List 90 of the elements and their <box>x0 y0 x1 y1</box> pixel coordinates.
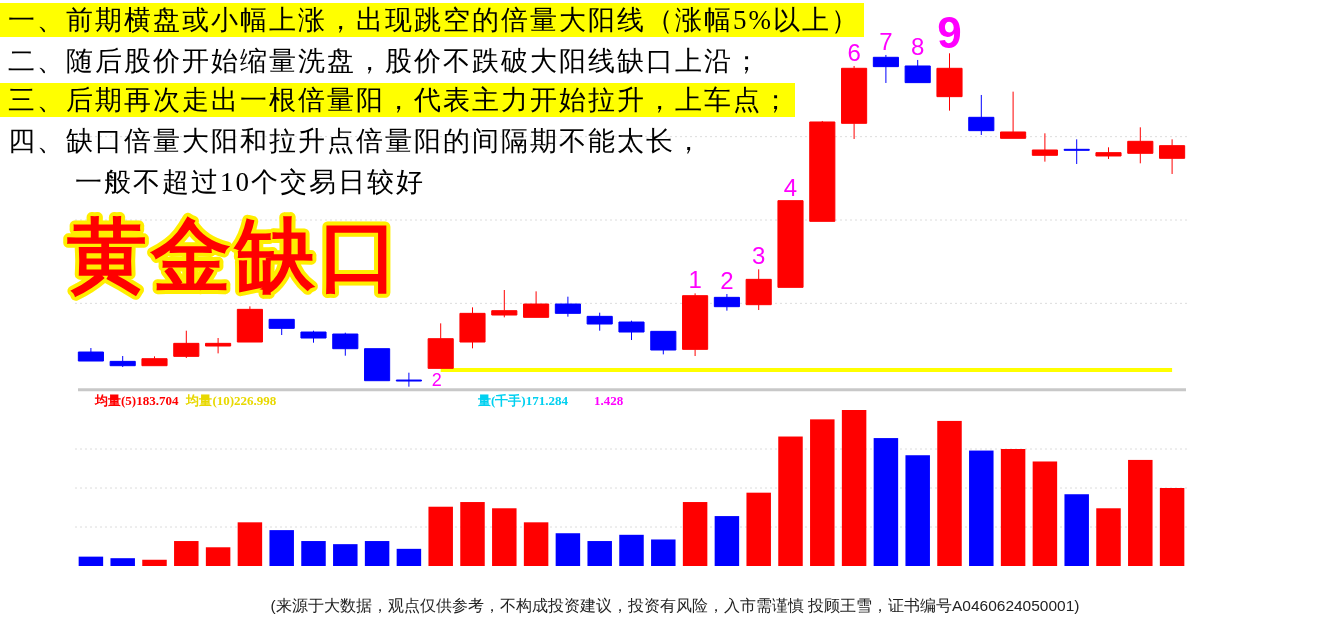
annotation: 2 <box>720 267 734 295</box>
candlestick <box>300 330 327 344</box>
text: 1 <box>688 266 702 294</box>
bar <box>333 544 358 566</box>
candlestick <box>586 312 613 332</box>
bar <box>651 539 676 566</box>
candlestick <box>1063 138 1090 165</box>
annotation: 二、随后股价开始缩量洗盘，股价不跌破大阳线缺口上沿； <box>8 46 762 76</box>
text: 6 <box>847 38 861 66</box>
candlestick <box>1031 132 1058 163</box>
text: 2 <box>431 370 442 391</box>
candlestick <box>427 322 454 369</box>
bar <box>301 541 326 566</box>
bar <box>682 502 708 566</box>
candlestick <box>713 293 740 312</box>
candlestick <box>268 318 295 336</box>
candlestick <box>904 59 931 84</box>
text: (来源于大数据，观点仅供参考，不构成投资建议，投资有风险，入市需谨慎 投顾王雪，证书编号A0460624050001) <box>270 597 1080 614</box>
candlestick <box>173 330 200 359</box>
text: 一、前期横盘或小幅上涨，出现跳空的倍量大阳线（涨幅5%以上） <box>8 5 860 35</box>
bar <box>619 534 644 566</box>
bar <box>460 502 485 566</box>
bar <box>428 506 453 566</box>
candlestick <box>618 320 645 341</box>
bar <box>873 438 899 566</box>
annotation: 四、缺口倍量大阳和拉升点倍量阳的间隔期不能太长， <box>8 126 704 156</box>
bar <box>205 547 231 566</box>
candlestick <box>777 200 804 288</box>
text: 7 <box>879 27 893 55</box>
candlestick <box>745 268 772 311</box>
bar <box>142 559 167 566</box>
bar <box>937 420 962 566</box>
candlestick <box>236 305 263 343</box>
text: 3 <box>752 242 766 270</box>
bar <box>174 541 199 566</box>
candlestick <box>1159 138 1186 175</box>
candlestick <box>936 52 963 112</box>
annotation: 一般不超过10个交易日较好 <box>75 167 425 197</box>
candlestick <box>141 355 168 367</box>
candlestick <box>77 347 104 362</box>
bar <box>364 541 390 566</box>
candlestick <box>459 306 486 349</box>
candlestick <box>872 54 899 84</box>
bar <box>1128 459 1153 566</box>
candlestick <box>650 330 677 355</box>
bar <box>841 410 867 566</box>
bar <box>396 548 422 566</box>
candlestick <box>205 337 232 354</box>
annotation: 三、后期再次走出一根倍量阳，代表主力开始拉升，上车点； <box>8 85 791 115</box>
bar <box>1159 488 1185 566</box>
bar <box>1096 508 1121 566</box>
bar <box>555 533 581 566</box>
bar <box>714 516 740 566</box>
bar <box>1000 449 1026 566</box>
candlestick <box>523 290 550 318</box>
text: 9 <box>937 8 962 58</box>
candlestick <box>554 296 581 318</box>
text: 黄金缺口 <box>67 211 403 300</box>
bar <box>1032 461 1058 566</box>
candlestick <box>395 372 422 388</box>
candlestick <box>968 94 995 136</box>
text: 均量(5)183.704 <box>94 393 179 408</box>
candlestick <box>364 348 391 382</box>
candlestick <box>332 332 359 357</box>
bar <box>78 556 104 566</box>
candlestick <box>109 355 136 368</box>
bar <box>269 530 294 566</box>
text: 1.428 <box>593 393 624 408</box>
text: 均量(10)226.998 <box>185 393 277 408</box>
text: 量(千手)171.284 <box>477 393 569 408</box>
candlestick <box>682 292 709 357</box>
bar <box>905 455 930 566</box>
candlestick <box>491 289 518 318</box>
bar <box>110 558 135 566</box>
bar <box>810 419 835 566</box>
text: 8 <box>911 32 925 60</box>
bar <box>969 450 994 566</box>
bar <box>523 522 549 566</box>
bar <box>587 541 612 566</box>
candlestick <box>1095 146 1122 160</box>
candlestick <box>809 120 836 222</box>
bar <box>1064 494 1089 566</box>
candlestick <box>1000 91 1027 139</box>
bar <box>237 522 263 566</box>
bar <box>492 508 517 566</box>
candlestick <box>1127 126 1154 164</box>
bar <box>778 436 803 566</box>
candlestick <box>841 65 868 140</box>
text: 4 <box>783 173 798 201</box>
bar <box>746 492 771 566</box>
